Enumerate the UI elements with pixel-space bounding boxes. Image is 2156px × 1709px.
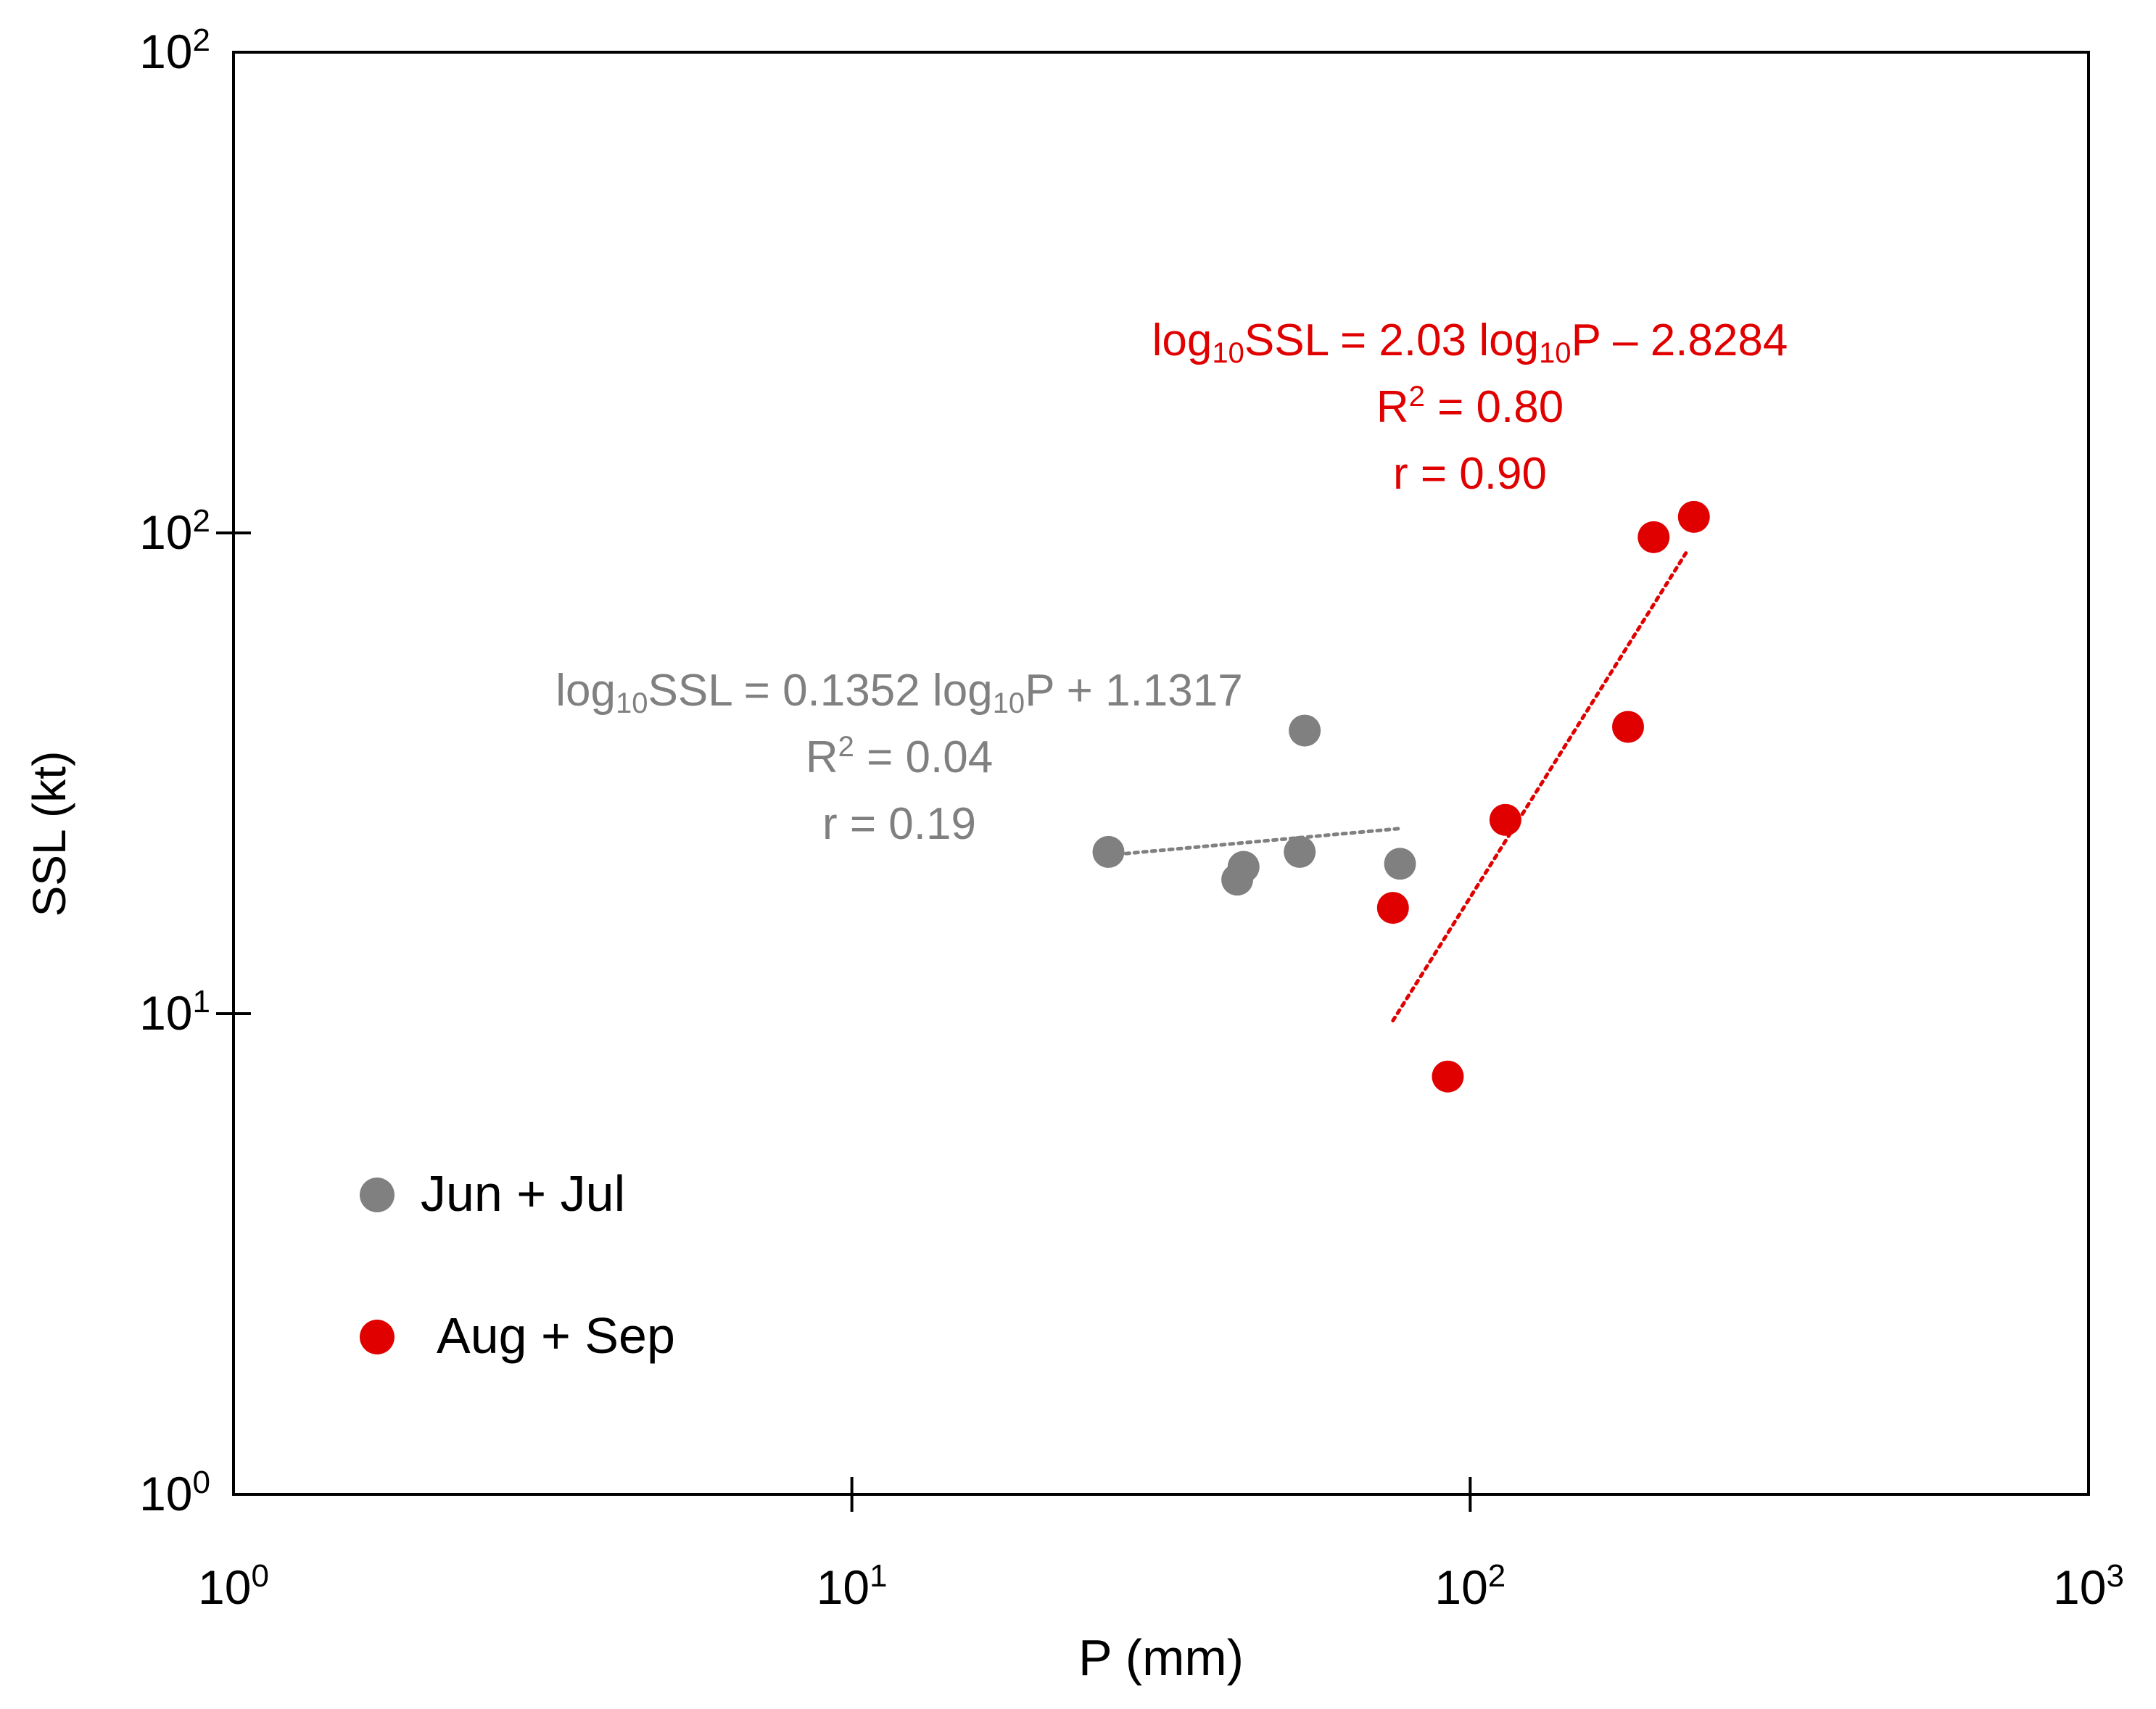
legend-label-aug-sep: Aug + Sep xyxy=(437,1307,675,1364)
y-tick-label: 102 xyxy=(139,22,210,79)
x-tick-label: 100 xyxy=(198,1558,269,1615)
axis-ticks-layer: 100 101 102 103 100 101 102 102 xyxy=(139,22,2124,1615)
x-tick-label: 102 xyxy=(1434,1558,1506,1615)
data-point-aug-sep xyxy=(1376,892,1409,924)
data-point-aug-sep xyxy=(1489,803,1521,836)
y-axis-title: SSL (kt) xyxy=(23,751,75,917)
trendline-r-jun-jul: r = 0.19 xyxy=(822,799,976,849)
legend-marker-aug-sep xyxy=(360,1320,395,1354)
x-axis-title: P (mm) xyxy=(1078,1629,1244,1686)
y-tick-label: 102 xyxy=(139,503,210,560)
trendline-r-aug-sep: r = 0.90 xyxy=(1393,449,1547,499)
trendline-jun-jul xyxy=(1107,827,1403,857)
legend-label-jun-jul: Jun + Jul xyxy=(421,1165,625,1222)
data-point-jun-jul xyxy=(1289,714,1321,747)
x-tick-label: 103 xyxy=(2053,1558,2124,1615)
legend-marker-jun-jul xyxy=(360,1178,395,1212)
x-tick-label: 101 xyxy=(817,1558,888,1615)
data-point-jun-jul xyxy=(1092,835,1125,868)
data-point-aug-sep xyxy=(1432,1060,1464,1093)
trendlines-layer xyxy=(1107,547,1690,1023)
data-point-aug-sep xyxy=(1611,711,1644,743)
trendline-equation-jun-jul: log10SSL = 0.1352 log10P + 1.1317 xyxy=(555,666,1242,719)
y-tick-label: 101 xyxy=(139,984,210,1040)
data-point-jun-jul xyxy=(1227,851,1260,883)
trendline-equation-aug-sep: log10SSL = 2.03 log10P – 2.8284 xyxy=(1152,315,1788,369)
data-points-layer xyxy=(1092,500,1710,1093)
plot-area-frame xyxy=(232,51,2090,1496)
data-point-jun-jul xyxy=(1284,835,1316,868)
trendline-r2-jun-jul: R2 = 0.04 xyxy=(806,731,993,782)
data-point-aug-sep xyxy=(1637,521,1670,553)
legend: Jun + Jul Aug + Sep xyxy=(360,1165,675,1364)
trendline-r2-aug-sep: R2 = 0.80 xyxy=(1376,381,1564,432)
trendline-aug-sep xyxy=(1391,547,1690,1023)
data-point-jun-jul xyxy=(1384,848,1416,880)
y-tick-label: 100 xyxy=(139,1465,210,1521)
data-point-aug-sep xyxy=(1677,500,1710,533)
